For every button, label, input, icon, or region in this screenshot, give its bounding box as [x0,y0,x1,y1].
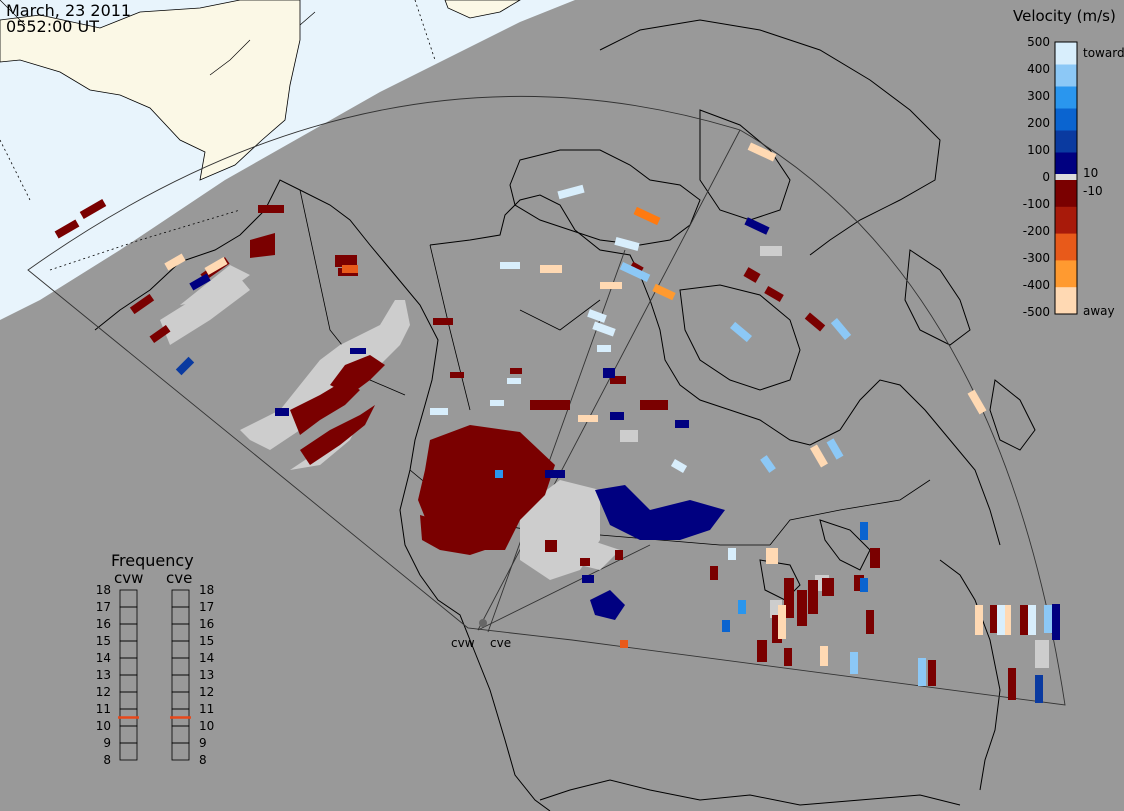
colorbar-tick-label: 300 [1027,89,1050,103]
frequency-level-label: 18 [199,583,214,597]
colorbar-tick-label: -500 [1023,305,1050,319]
frequency-cell [119,742,138,761]
peach-velocity-cells [164,142,1011,666]
frequency-panel: Frequency cvw cve 1817161514131211109818… [96,551,215,767]
colorbar-swatch [1055,108,1077,131]
radar-sites: cvw cve [451,619,511,650]
colorbar-swatch [1055,42,1077,65]
colorbar-tick-labels: 500400300200100100-10-100-200-300-400-50… [1023,35,1103,319]
frequency-level-label: 10 [199,719,214,733]
coastlines [94,19,1036,811]
frequency-radar-label-cvw: cvw [114,569,143,587]
orange-velocity-cells [342,206,676,648]
colorbar-swatches [1055,42,1077,315]
colorbar-tick-label: 500 [1027,35,1050,49]
colorbar-swatch [1055,260,1077,288]
radar-site-marker [479,619,487,627]
colorbar-tick-label: -300 [1023,251,1050,265]
frequency-level-label: 11 [199,702,214,716]
colorbar-swatch [1055,86,1077,109]
frequency-level-label: 12 [96,685,111,699]
date-label: March, 23 2011 [6,1,132,20]
frequency-level-label: 17 [96,600,111,614]
colorbar-swatch [1055,152,1077,175]
colorbar-swatch [1055,130,1077,153]
light-blue-velocity-cells [619,262,1052,686]
radar-site-label-cve: cve [490,636,511,650]
colorbar-frame [1054,41,1078,315]
frequency-level-label: 14 [96,651,111,665]
colorbar-swatch [1055,233,1077,261]
colorbar-tick-label: 10 [1083,166,1098,180]
radar-site-label-cvw: cvw [451,636,475,650]
colorbar-swatch [1055,206,1077,235]
frequency-level-label: 13 [96,668,111,682]
frequency-level-label: 11 [96,702,111,716]
frequency-level-label: 14 [199,651,214,665]
colorbar-swatch-ground-scatter [1055,174,1077,180]
colorbar-swatch [1055,287,1077,315]
frequency-level-label: 16 [199,617,214,631]
frequency-level-label: 12 [199,685,214,699]
away-velocity-cells [54,199,1028,700]
colorbar-toward-label: toward [1083,46,1124,60]
velocity-colorbar: Velocity (m/s) 500400300200100100-10-100… [1013,7,1124,319]
colorbar-tick-label: -10 [1083,184,1103,198]
time-label: 0552:00 UT [6,17,100,36]
colorbar-tick-label: 100 [1027,143,1050,157]
colorbar-tick-label: -400 [1023,278,1050,292]
frequency-level-label: 15 [199,634,214,648]
colorbar-tick-label: 400 [1027,62,1050,76]
colorbar-tick-label: -100 [1023,197,1050,211]
frequency-level-label: 18 [96,583,111,597]
colorbar-swatch [1055,64,1077,87]
frequency-title: Frequency [111,551,194,570]
frequency-radar-label-cve: cve [166,569,192,587]
frequency-level-label: 15 [96,634,111,648]
colorbar-tick-label: 200 [1027,116,1050,130]
daylight-region [0,0,575,320]
frequency-level-label: 16 [96,617,111,631]
frequency-columns: 18 17 16 15 14 13 12 11 10 9 8 18 17 16 15 14 13 12 11 10 9 8 [96,583,215,767]
frequency-level-label: 13 [199,668,214,682]
colorbar-swatch [1055,180,1077,208]
frequency-level-label: 8 [103,753,111,767]
colorbar-tick-label: 0 [1042,170,1050,184]
colorbar-away-label: away [1083,304,1115,318]
frequency-level-label: 8 [199,753,207,767]
pale-blue-velocity-cells [430,184,1036,635]
colorbar-title: Velocity (m/s) [1013,7,1116,25]
frequency-level-label: 17 [199,600,214,614]
frequency-level-label: 9 [199,736,207,750]
frequency-level-label: 9 [103,736,111,750]
colorbar-tick-label: -200 [1023,224,1050,238]
toward-velocity-cells [175,217,1060,703]
frequency-level-label: 10 [96,719,111,733]
frequency-cell [171,742,190,761]
